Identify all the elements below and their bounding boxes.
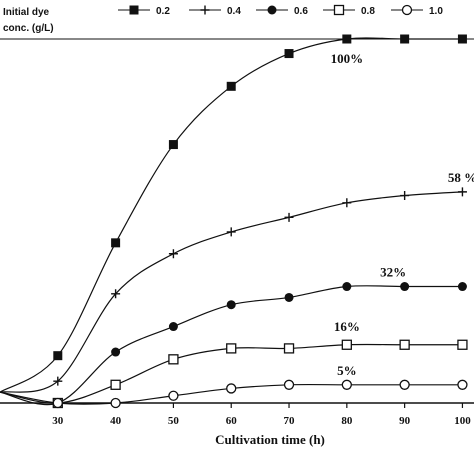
series-0-2 [0, 34, 467, 393]
series-line-0-2 [0, 37, 463, 393]
series-0-8 [0, 339, 468, 409]
data-point-0-6 [342, 282, 352, 292]
x-axis-label: Cultivation time (h) [215, 432, 325, 447]
data-point-0-2 [226, 81, 236, 91]
plot-area: 30 40 50 60 70 80 90 100 100% 58 % 32% 16% 5% [0, 34, 474, 427]
data-point-1-0 [341, 379, 352, 390]
data-point-0-8 [168, 354, 179, 365]
data-point-0-4 [284, 212, 294, 222]
data-point-0-4 [457, 187, 467, 197]
x-tick-label: 50 [168, 415, 180, 427]
legend-item-0-8: 0.8 [323, 4, 375, 17]
x-tick-label: 30 [52, 415, 64, 427]
data-point-0-2 [111, 238, 121, 248]
legend-marker-0-4 [200, 5, 210, 15]
data-point-0-4 [226, 227, 236, 237]
legend-title-line1: Initial dye [3, 7, 50, 18]
data-point-0-8 [226, 343, 237, 354]
data-point-0-8 [341, 339, 352, 350]
legend-label-0-4: 0.4 [227, 6, 241, 17]
data-point-0-4 [400, 191, 410, 201]
data-point-1-0 [168, 390, 179, 401]
data-point-0-6 [457, 282, 467, 292]
data-point-0-6 [111, 347, 121, 357]
annotation-label: 100% [331, 51, 364, 66]
data-point-1-0 [226, 383, 237, 394]
data-point-0-8 [399, 339, 410, 350]
series-0-6 [0, 282, 467, 408]
annotation-label: 16% [334, 319, 360, 334]
legend-marker-0-6 [267, 5, 277, 15]
series-line-0-4 [0, 191, 463, 393]
data-point-1-0 [110, 397, 121, 409]
data-point-1-0 [399, 379, 410, 390]
x-tick-label: 80 [341, 415, 353, 427]
data-point-0-6 [284, 292, 294, 302]
data-point-0-8 [457, 339, 468, 350]
data-point-1-0 [52, 397, 63, 409]
data-point-0-2 [284, 49, 294, 59]
legend-label-0-6: 0.6 [294, 6, 308, 17]
series-1-0 [0, 379, 468, 409]
data-point-0-4 [342, 198, 352, 208]
data-point-0-2 [457, 34, 467, 44]
data-point-1-0 [457, 379, 468, 390]
legend-item-1-0: 1.0 [391, 4, 443, 17]
legend-marker-0-2 [129, 5, 139, 15]
x-tick-label: 100 [454, 415, 471, 427]
data-point-0-8 [283, 343, 295, 354]
x-tick-label: 40 [110, 415, 122, 427]
legend-label-1-0: 1.0 [429, 6, 443, 17]
legend-marker-1-0 [401, 4, 413, 16]
x-tick-label: 60 [226, 415, 238, 427]
data-point-0-2 [53, 351, 63, 361]
x-tick-label: 90 [399, 415, 411, 427]
legend-label-0-8: 0.8 [361, 6, 375, 17]
data-point-0-6 [168, 322, 178, 332]
annotation-label: 32% [380, 265, 406, 280]
data-point-0-6 [400, 282, 410, 292]
x-tick-label: 70 [284, 415, 296, 427]
data-point-0-6 [226, 300, 236, 310]
annotation-label: 5% [337, 363, 357, 378]
legend-marker-0-8 [333, 4, 345, 16]
data-point-0-4 [168, 249, 178, 259]
legend-item-0-6: 0.6 [256, 5, 308, 17]
data-point-0-2 [342, 34, 352, 44]
data-point-1-0 [283, 379, 295, 390]
legend-label-0-2: 0.2 [156, 6, 170, 17]
data-point-0-4 [53, 376, 63, 386]
data-point-0-8 [110, 379, 121, 390]
data-point-0-2 [168, 140, 178, 150]
data-point-0-4 [111, 289, 121, 299]
legend-item-0-4: 0.4 [189, 5, 241, 17]
annotation-label: 58 % [448, 170, 474, 185]
legend-item-0-2: 0.2 [118, 5, 170, 17]
series-0-4 [0, 187, 467, 393]
legend-title-line2: conc. (g/L) [3, 23, 54, 34]
data-point-0-2 [400, 34, 410, 44]
legend: Initial dye conc. (g/L) 0.2 0.4 0.6 0.8 1.0 [3, 4, 443, 34]
